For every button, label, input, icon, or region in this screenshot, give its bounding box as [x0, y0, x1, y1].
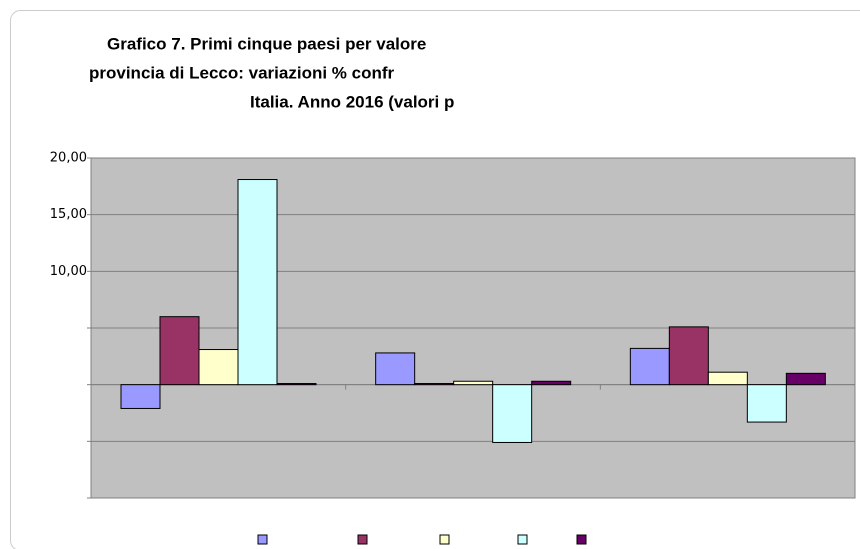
bar: [746, 384, 787, 423]
bar: [159, 316, 200, 386]
legend-swatch: [357, 534, 368, 545]
bar: [492, 384, 533, 443]
bar: [707, 371, 748, 386]
title-line: Italia. Anno 2016 (valori p: [250, 92, 454, 111]
legend-swatch: [439, 534, 450, 545]
title-line: Grafico 7. Primi cinque paesi per valore: [107, 34, 426, 53]
y-tick-label: 15,00: [50, 207, 87, 222]
bar: [629, 347, 670, 386]
title: Grafico 7. Primi cinque paesi per valore…: [89, 34, 454, 111]
title-line: provincia di Lecco: variazioni % confr: [89, 63, 395, 82]
legend-swatch: [257, 534, 268, 545]
bar: [531, 380, 572, 386]
bar: [276, 383, 317, 386]
bar: [668, 326, 709, 386]
bar: [237, 179, 278, 386]
bar: [453, 380, 494, 386]
legend-swatch: [517, 534, 528, 545]
bar: [375, 352, 416, 386]
bar: [414, 383, 455, 386]
y-tick-label: 20,00: [50, 151, 87, 166]
bar: [120, 384, 161, 409]
bar: [785, 372, 826, 386]
bar: [198, 349, 239, 386]
y-tick-label: 10,00: [50, 264, 87, 279]
legend-swatch: [576, 534, 587, 545]
